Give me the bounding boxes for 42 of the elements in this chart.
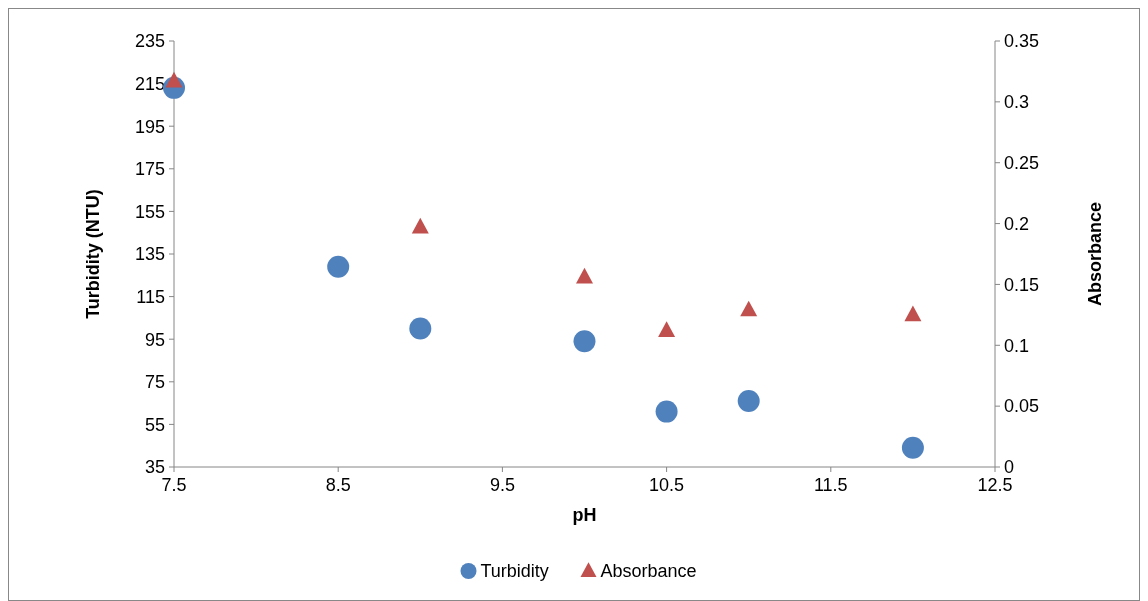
y2-tick-label: 0 [1004,457,1015,478]
point [165,71,183,88]
x-tick-label: 12.5 [977,475,1013,495]
point [655,400,678,423]
y-tick-label: 155 [134,201,165,222]
point [576,267,593,284]
x-tick-label: 11.5 [813,475,848,495]
y2-tick-label: 0.15 [1004,274,1040,295]
legend-label: Turbidity [480,561,549,582]
y-tick-label: 75 [144,372,165,393]
point [904,305,922,322]
y-tick-label: 195 [134,116,165,137]
y-tick-label: 115 [136,286,165,307]
y2-tick-label: 0.35 [1004,31,1040,52]
point [411,217,429,234]
y-tick-label: 95 [144,329,165,350]
point [658,321,676,338]
y-tick-label: 35 [144,457,165,478]
x-tick-label: 10.5 [649,475,685,495]
point [901,436,924,459]
y2-tick-label: 0.2 [1004,213,1030,234]
x-tick-label: 8.5 [325,475,351,495]
point [327,255,350,278]
point [409,317,432,340]
y2-tick-label: 0.1 [1004,335,1030,356]
y-tick-label: 215 [134,73,165,94]
x-tick-label: 7.5 [161,475,187,495]
x-axis-title: pH [572,505,597,525]
y-tick-label: 135 [134,244,165,265]
y2-axis-title: Absorbance [1085,201,1105,307]
y2-tick-label: 0.3 [1004,92,1030,113]
y-tick-label: 235 [134,31,165,52]
point [573,330,596,353]
legend-label: Absorbance [600,561,697,582]
x-tick-label: 9.5 [489,475,515,495]
y2-tick-label: 0.05 [1004,396,1040,417]
y2-tick-label: 0.25 [1004,153,1040,174]
y-axis-title: Turbidity (NTU) [83,189,103,319]
y-tick-label: 55 [144,414,165,435]
point [737,389,760,412]
y-tick-label: 175 [134,159,165,180]
point [740,300,758,317]
